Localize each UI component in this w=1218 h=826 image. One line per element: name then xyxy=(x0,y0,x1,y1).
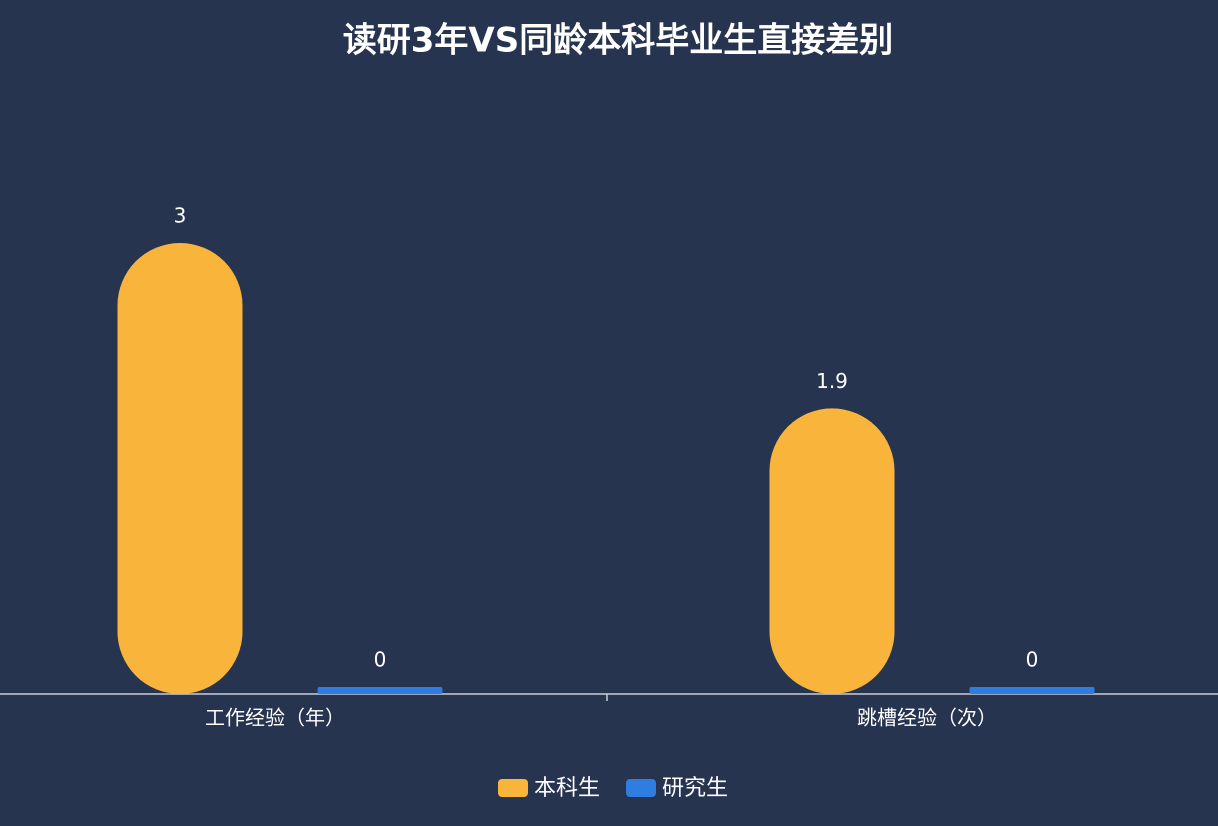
bar xyxy=(769,408,895,694)
bar xyxy=(117,243,243,694)
value-label: 0 xyxy=(374,648,387,672)
value-label: 1.9 xyxy=(816,369,848,393)
legend-swatch xyxy=(626,779,656,797)
value-label: 0 xyxy=(1026,648,1039,672)
bar xyxy=(969,687,1095,694)
legend-label: 本科生 xyxy=(534,776,600,801)
x-tick-label: 跳槽经验（次） xyxy=(857,706,997,730)
legend-label: 研究生 xyxy=(662,776,728,801)
value-label: 3 xyxy=(174,204,187,228)
x-tick-label: 工作经验（年） xyxy=(205,706,345,730)
legend-swatch xyxy=(498,779,528,797)
chart-title: 读研3年VS同龄本科毕业生直接差别 xyxy=(343,21,893,61)
bar xyxy=(317,687,443,694)
